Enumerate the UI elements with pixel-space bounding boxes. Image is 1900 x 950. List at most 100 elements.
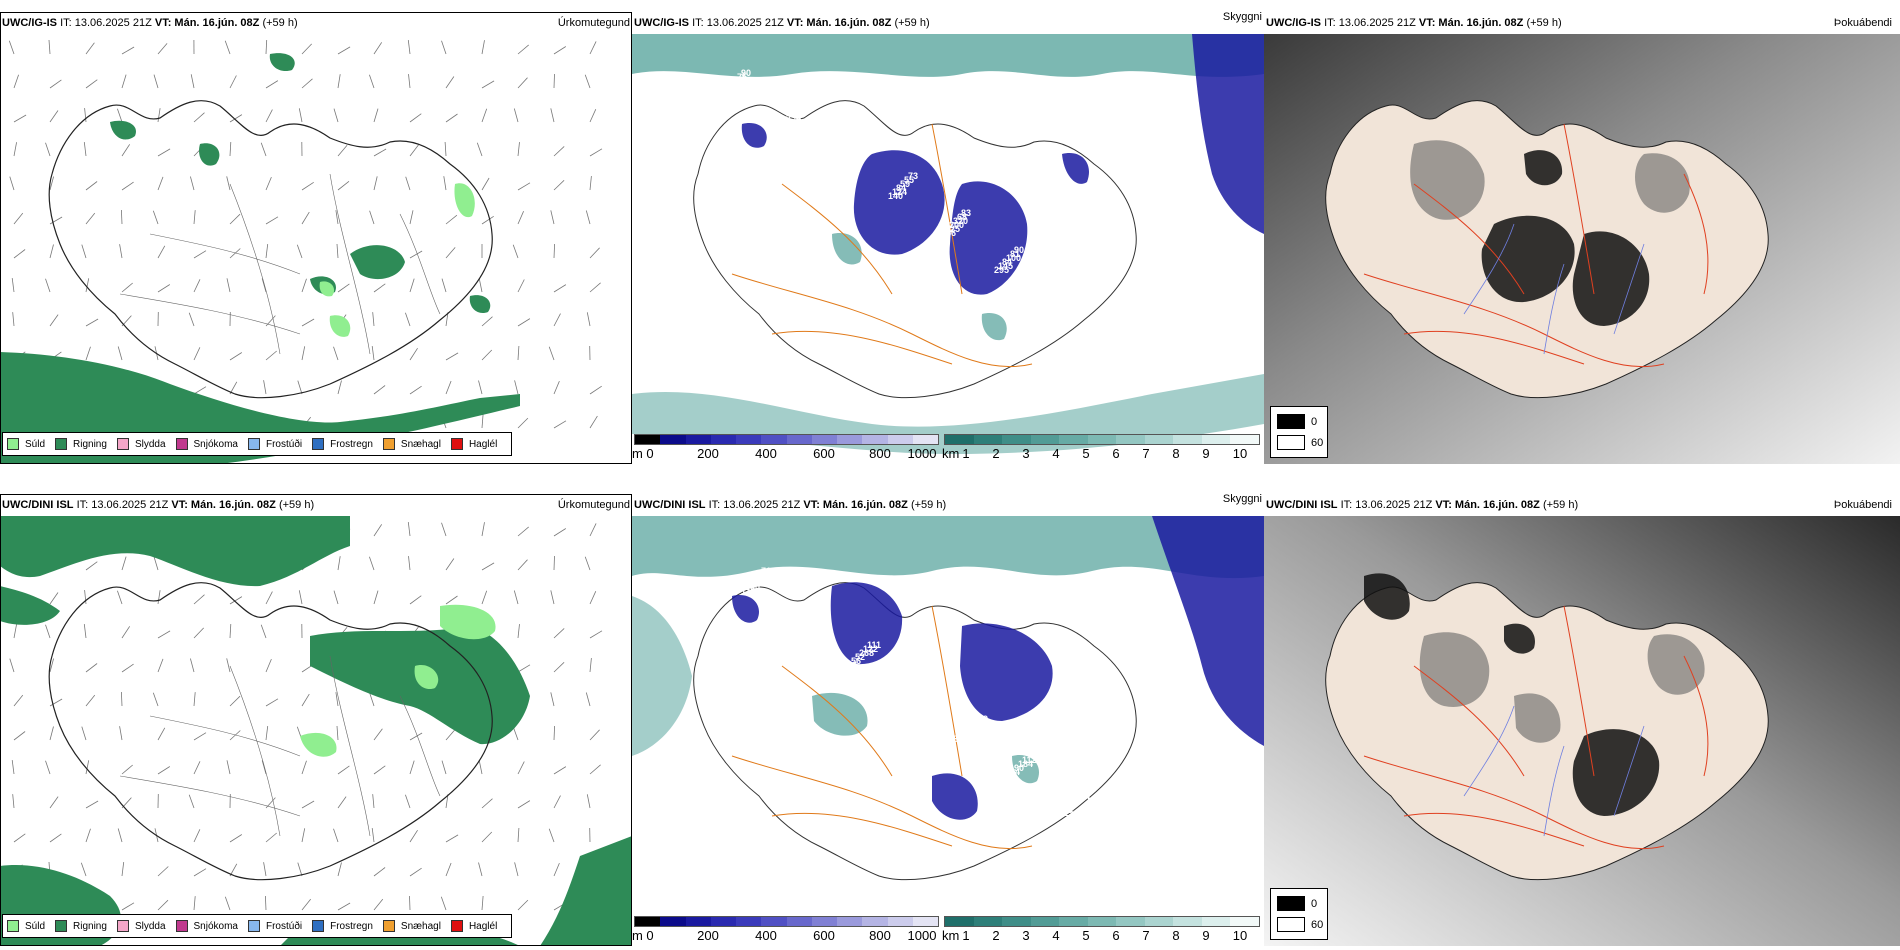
wind-barb [226, 760, 231, 775]
wind-barb [85, 278, 90, 293]
color-step [1002, 435, 1031, 444]
wind-barb [336, 243, 339, 259]
wind-barb [589, 591, 597, 605]
wind-barb [481, 798, 493, 809]
visibility-tick: 10 [1232, 928, 1248, 943]
legend-swatch [382, 438, 395, 450]
map-area[interactable]: 110 125 92 88 87 87 125 100 290 61 56 51 49 64 62 91 115… [632, 516, 1264, 946]
wind-barb [157, 43, 168, 55]
ceiling-value-label: 290 [745, 582, 760, 592]
valid-label: VT: [803, 499, 820, 511]
model-name: UWC/DINI ISL [1266, 499, 1338, 511]
valid-label: VT: [786, 17, 804, 29]
wind-barb [152, 692, 159, 707]
wind-barb [265, 698, 279, 707]
wind-barb [373, 590, 379, 605]
valid-time: Mán. 16.jún. 08Z [806, 17, 892, 29]
wind-barb [13, 114, 27, 123]
wind-barb [441, 522, 447, 537]
wind-barb [85, 181, 98, 191]
wind-barb [263, 862, 267, 877]
wind-barb [409, 278, 415, 293]
legend-label: Frostregn [330, 920, 373, 932]
fog-legend-swatch [1277, 414, 1305, 429]
ceiling-value-label: 204 [1047, 302, 1062, 312]
wind-barb [121, 181, 134, 191]
ceiling-value-label: 90 [1014, 763, 1024, 773]
color-step [660, 435, 686, 444]
wind-barb [517, 526, 529, 537]
wind-barb [49, 110, 59, 123]
rivers-blue [1463, 705, 1645, 837]
wind-barb [333, 590, 339, 605]
wind-barb [301, 211, 310, 225]
ceiling-value-label: 157 [814, 603, 829, 613]
wind-barb [84, 590, 87, 605]
lead-time: (+59 h) [278, 499, 315, 511]
wind-barb [80, 862, 87, 877]
mid-ceiling-land [832, 233, 1007, 341]
legend-item: Snæhagl [382, 438, 441, 450]
color-step [837, 917, 863, 926]
fog-legend-row: 0 [1277, 896, 1317, 911]
legend-label: Snjókoma [193, 438, 238, 450]
color-step [786, 917, 812, 926]
wind-barb [584, 556, 591, 571]
wind-barb [260, 142, 267, 157]
wind-barb [193, 829, 201, 843]
wind-barb [229, 114, 243, 123]
wind-barb [373, 176, 378, 191]
visibility-tick: 4 [1052, 928, 1060, 943]
wind-barb [85, 694, 96, 707]
wind-barb [407, 522, 411, 537]
ceiling-value-label: 265 [839, 150, 854, 160]
wind-barb [224, 896, 231, 911]
legend-label: Rigning [73, 920, 107, 932]
map-area[interactable]: 273 73 63 140 146 295 204 270 245 234 265 124 125 145… [632, 34, 1264, 464]
wind-barb [553, 380, 560, 395]
wind-barb [553, 662, 565, 673]
wind-barb [301, 760, 307, 775]
wind-barb [445, 76, 455, 89]
wind-barb [481, 562, 495, 571]
visibility-tick: 8 [1172, 928, 1180, 943]
wind-barb [11, 760, 15, 775]
legend-swatch [175, 920, 188, 932]
valid-label: VT: [171, 499, 188, 511]
visibility-tick: 6 [1112, 928, 1120, 943]
lead-time: (+59 h) [1542, 499, 1579, 511]
wind-barb [373, 765, 386, 775]
ceiling-value-label: 270 [1100, 339, 1115, 349]
wind-barb [409, 829, 418, 843]
map-area[interactable]: Súld Rigning Slydda Snjókoma Frostúði Fr… [0, 34, 632, 464]
legend-label: Snæhagl [400, 438, 441, 450]
wind-barb [481, 177, 490, 191]
map-area[interactable]: 0 60 [1264, 34, 1900, 464]
color-step [1116, 917, 1145, 926]
legend-item: Rigning [55, 920, 107, 932]
lead-time: (+59 h) [262, 17, 298, 29]
model-name: UWC/IG-IS [1266, 17, 1321, 29]
wind-barb [193, 386, 207, 395]
wind-barb [117, 346, 123, 361]
init-time: IT: 13.06.2025 21Z [1324, 17, 1416, 29]
wind-barb [445, 113, 458, 123]
wind-barb [261, 760, 267, 775]
wind-barb [553, 243, 555, 259]
map-area[interactable]: 0 60 [1264, 516, 1900, 946]
wind-barb [121, 144, 131, 157]
legend-swatch [116, 438, 129, 450]
wind-barb [481, 522, 485, 537]
color-step [912, 435, 938, 444]
panel-precip-type-bottom: UWC/DINI ISL IT: 13.06.2025 21Z VT: Mán.… [0, 494, 632, 946]
map-area[interactable]: Súld Rigning Slydda Snjókoma Frostúði Fr… [0, 516, 632, 946]
wind-barb [445, 595, 458, 605]
color-step [912, 917, 938, 926]
wind-barb [301, 318, 315, 327]
wind-barb [337, 796, 347, 809]
wind-barb [445, 247, 456, 259]
wind-barb [13, 731, 26, 741]
panel-title: Þokuábendi [1833, 499, 1892, 511]
legend-label: Snæhagl [400, 920, 441, 932]
wind-barb [478, 278, 483, 293]
